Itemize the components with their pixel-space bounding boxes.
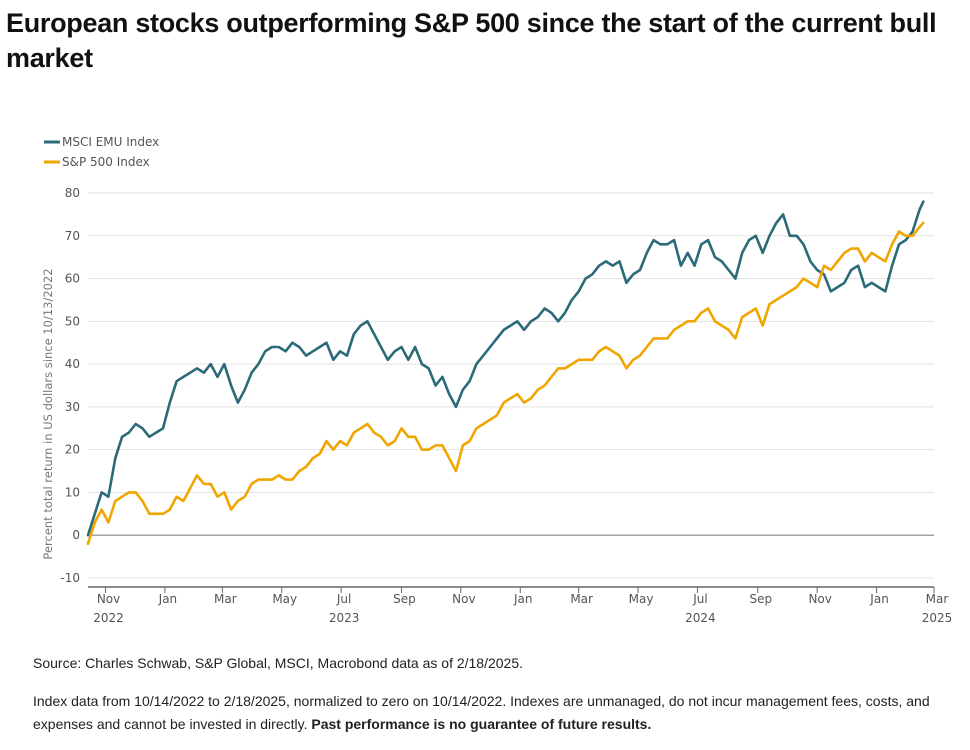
y-tick-label: 50 <box>65 314 80 328</box>
gridlines <box>88 192 934 579</box>
y-tick-label: 20 <box>65 443 80 457</box>
y-tick-label: 60 <box>65 272 80 286</box>
x-tick-year-label: 2023 <box>329 611 360 625</box>
x-axis-ticks: Nov 2022 Jan Mar May Jul 2023 Sep Nov Jan Mar May Ju… <box>93 587 952 625</box>
y-tick-label: -10 <box>60 571 80 585</box>
x-tick-label: Mar <box>214 592 237 606</box>
x-tick-label: May <box>629 592 654 606</box>
y-tick-label: 10 <box>65 485 80 499</box>
data-series <box>86 200 925 546</box>
y-tick-label: 0 <box>72 528 80 542</box>
x-tick-label: Nov <box>452 592 475 606</box>
chart-title: European stocks outperforming S&P 500 si… <box>6 8 937 73</box>
y-tick-label: 30 <box>65 400 80 414</box>
footnote-disclaimer: Past performance is no guarantee of futu… <box>311 716 652 732</box>
x-tick-label: Jan <box>869 592 889 606</box>
legend-label-msci-emu: MSCI EMU Index <box>62 135 159 149</box>
series-line-msci-emu <box>86 200 925 537</box>
x-tick-label: Jan <box>158 592 178 606</box>
legend-label-sp500: S&P 500 Index <box>62 155 150 169</box>
x-tick-label: May <box>272 592 297 606</box>
x-tick-label: Mar <box>570 592 593 606</box>
footnote: Index data from 10/14/2022 to 2/18/2025,… <box>33 690 953 736</box>
series-line-sp500 <box>86 221 925 546</box>
y-axis-label: Percent total return in US dollars since… <box>41 268 55 559</box>
y-tick-label: 80 <box>65 186 80 200</box>
y-tick-label: 70 <box>65 229 80 243</box>
x-tick-year-label: 2025 <box>922 611 953 625</box>
x-tick-label: Jul <box>336 592 351 606</box>
source-note: Source: Charles Schwab, S&P Global, MSCI… <box>33 655 524 671</box>
footnote-text: Index data from 10/14/2022 to 2/18/2025,… <box>33 693 930 732</box>
x-tick-label: Jul <box>692 592 707 606</box>
y-tick-label: 40 <box>65 357 80 371</box>
x-tick-label: Nov <box>97 592 120 606</box>
x-tick-year-label: 2024 <box>685 611 716 625</box>
x-tick-label: Jan <box>513 592 533 606</box>
x-tick-label: Sep <box>749 592 772 606</box>
x-tick-label: Nov <box>808 592 831 606</box>
x-tick-year-label: 2022 <box>93 611 124 625</box>
x-tick-label: Sep <box>393 592 416 606</box>
line-chart: MSCI EMU Index S&P 500 Index Percent tot… <box>41 135 952 625</box>
chart-legend: MSCI EMU Index S&P 500 Index <box>44 135 159 169</box>
x-tick-label: Mar <box>926 592 949 606</box>
y-axis-ticks: -10 0 10 20 30 40 50 60 70 80 <box>60 186 80 585</box>
